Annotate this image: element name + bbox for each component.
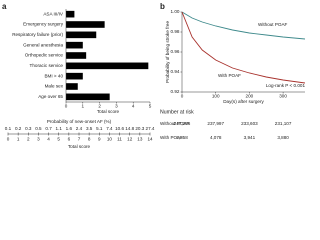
probability-label: 27.4 [146, 126, 155, 131]
risk-value: 233,603 [241, 121, 258, 126]
y-axis-label: Probability of being stroke free [165, 21, 170, 83]
probability-label: 0.5 [35, 126, 42, 131]
nomogram-label: Total score [68, 144, 91, 149]
score-label: 0 [7, 137, 10, 142]
probability-label: 5.1 [96, 126, 103, 131]
score-label: 4 [47, 137, 50, 142]
y-tick-label: BMI > 40 [44, 73, 63, 78]
score-label: 2 [27, 137, 30, 142]
probability-label: 2.4 [76, 126, 83, 131]
risk-value: 4,078 [210, 135, 222, 140]
probability-label: 3.5 [86, 126, 93, 131]
probability-label: 1.1 [56, 126, 63, 131]
risk-row-name: Without POAF [160, 121, 190, 126]
score-label: 12 [127, 137, 133, 142]
risk-value: 247,286 [174, 121, 191, 126]
x-tick-label: 0 [65, 104, 68, 109]
panel-label: b [160, 2, 165, 11]
risk-value: 3,941 [244, 135, 256, 140]
score-label: 8 [88, 137, 91, 142]
bar [66, 21, 105, 28]
score-label: 5 [57, 137, 60, 142]
x-tick-label: 100 [212, 94, 220, 99]
x-tick-label: 200 [246, 94, 254, 99]
x-tick-label: 0 [181, 94, 184, 99]
y-tick-label: ASA III/IV [43, 11, 64, 16]
x-tick-label: 4 [132, 104, 135, 109]
x-tick-label: 2 [98, 104, 101, 109]
y-tick-label: Thoracic service [30, 63, 64, 68]
risk-table-title: Number at risk [160, 109, 194, 115]
bar [66, 72, 83, 80]
score-label: 14 [147, 137, 153, 142]
probability-label: 1.6 [66, 126, 73, 131]
legend-label: Without POAF [258, 22, 288, 27]
risk-value: 4,558 [176, 135, 188, 140]
bar [66, 41, 83, 49]
probability-label: 14.8 [125, 126, 134, 131]
y-tick-label: 0.92 [171, 89, 180, 94]
y-tick-label: Respiratory failure (prior) [12, 32, 63, 37]
x-axis-label: Total score [97, 109, 120, 114]
x-tick-label: 5 [149, 104, 152, 109]
panel-label: a [2, 2, 7, 11]
risk-value: 237,997 [207, 121, 224, 126]
probability-label: 7.4 [106, 126, 113, 131]
probability-label: 20.3 [135, 126, 144, 131]
score-label: 13 [137, 137, 143, 142]
line [181, 11, 306, 84]
y-tick-label: 0.94 [171, 69, 180, 74]
probability-label: 0.7 [45, 126, 52, 131]
nomogram-title: Probability of new-onset AF (%) [47, 119, 112, 124]
score-label: 6 [68, 137, 71, 142]
probability-label: 0.3 [25, 126, 32, 131]
annotation: Log-rank P < 0.001 [266, 83, 306, 88]
y-tick-label: 1.00 [171, 9, 180, 14]
bar [66, 62, 149, 70]
probability-label: 10.6 [115, 126, 124, 131]
y-tick-label: Male sex [45, 84, 64, 89]
x-tick-label: 300 [279, 94, 287, 99]
score-label: 3 [37, 137, 40, 142]
score-label: 9 [98, 137, 101, 142]
y-tick-label: 0.98 [171, 29, 180, 34]
y-tick-label: 0.96 [171, 49, 180, 54]
x-tick-label: 1 [82, 104, 85, 109]
score-label: 1 [17, 137, 20, 142]
bar [66, 52, 87, 59]
y-tick-label: Emergency surgery [23, 22, 64, 27]
y-tick-label: General anesthesia [23, 42, 63, 47]
score-label: 11 [117, 137, 122, 142]
legend-label: With POAF [218, 73, 241, 78]
probability-label: 0.1 [5, 126, 12, 131]
bar [66, 31, 97, 39]
score-label: 10 [107, 137, 113, 142]
bar [66, 93, 110, 101]
bar [66, 10, 75, 18]
y-tick-label: Age over 65 [38, 94, 63, 99]
risk-value: 3,880 [277, 135, 289, 140]
y-tick-label: Orthopedic service [25, 53, 64, 58]
score-label: 7 [78, 137, 81, 142]
x-axis-label: Day(s) after surgery [223, 99, 264, 104]
risk-row-name: With POAF [160, 135, 183, 140]
x-tick-label: 3 [115, 104, 118, 109]
probability-label: 0.2 [15, 126, 22, 131]
bar [66, 83, 78, 90]
line [181, 11, 306, 40]
risk-value: 231,107 [275, 121, 292, 126]
figure: a b ASA III/IV Emergency surgery Respirato… [2, 2, 306, 149]
